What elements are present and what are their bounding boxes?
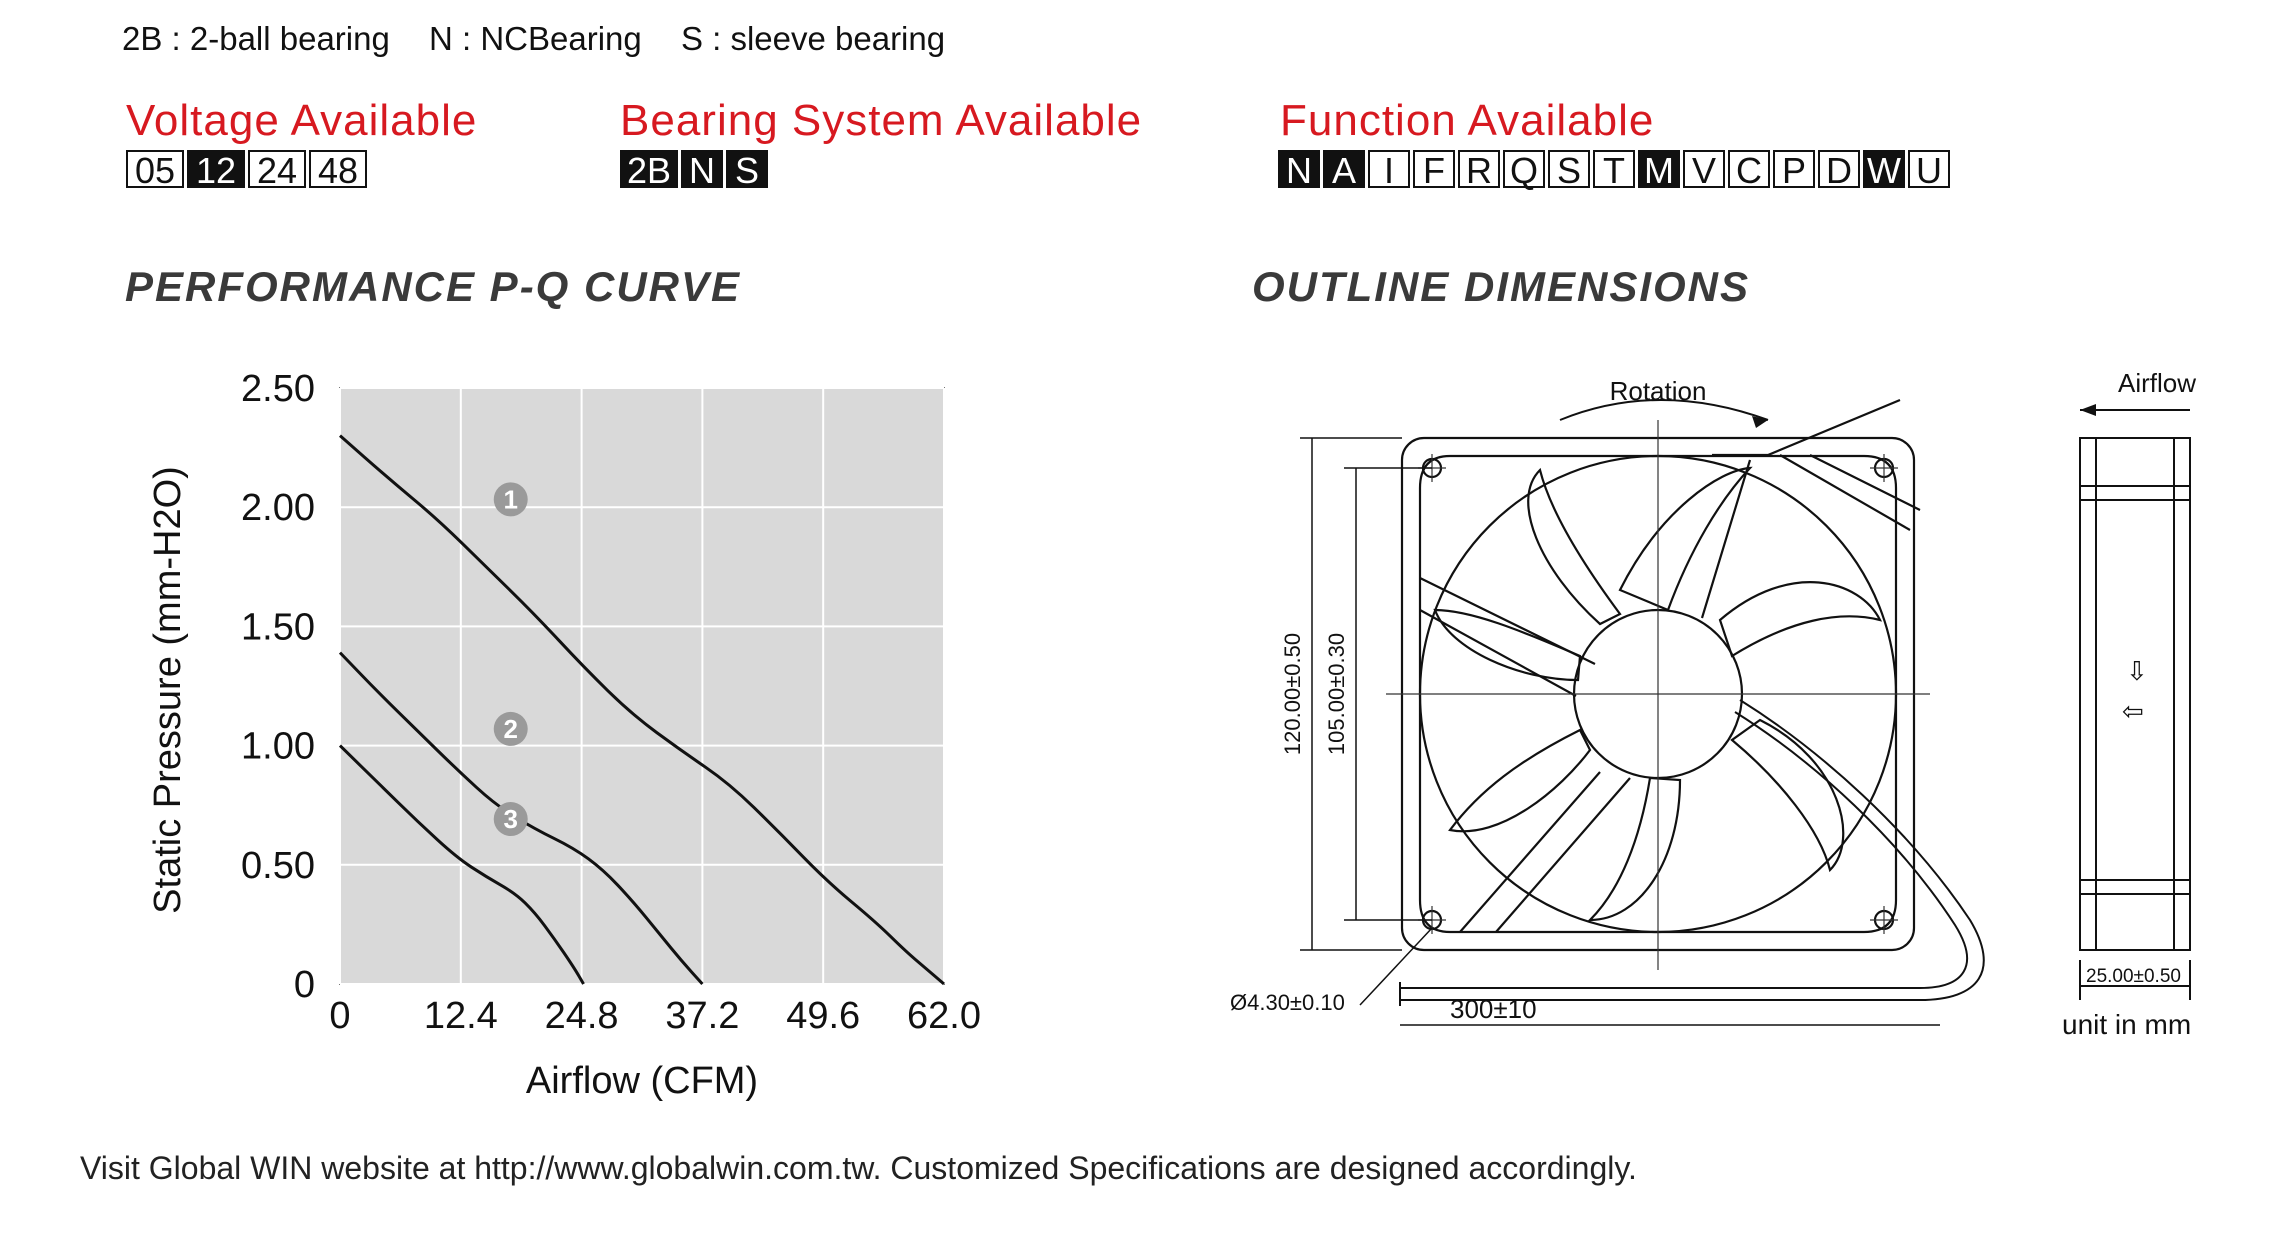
bearing-title: Bearing System Available <box>620 96 1143 145</box>
fan-blade <box>1448 728 1592 833</box>
dim-inner: 105.00±0.30 <box>1324 633 1349 755</box>
side-view <box>2079 437 2191 951</box>
rotation-label: Rotation <box>1610 376 1707 406</box>
svg-text:1: 1 <box>503 484 517 514</box>
function-chip-t: T <box>1593 150 1635 190</box>
dim-depth: 25.00±0.50 <box>2086 966 2181 987</box>
unit-label: unit in mm <box>2062 1009 2191 1040</box>
fan-blade <box>1730 718 1845 873</box>
x-tick-label: 37.2 <box>665 995 739 1037</box>
fan-blade <box>1618 466 1753 612</box>
function-chip-c: C <box>1728 150 1770 190</box>
y-axis-label: Static Pressure (mm-H2O) <box>147 466 189 914</box>
fan-strut <box>1419 577 1596 697</box>
legend-n: N : NCBearing <box>429 20 642 57</box>
dim-outer: 120.00±0.50 <box>1280 633 1305 755</box>
down-arrow-icon: ⇩ <box>2126 656 2148 686</box>
svg-text:2: 2 <box>503 714 517 744</box>
function-chip-q: Q <box>1503 150 1545 190</box>
y-tick-label: 0 <box>294 964 315 1006</box>
svg-text:3: 3 <box>503 804 517 834</box>
pq-curves <box>338 434 945 986</box>
function-chip-d: D <box>1818 150 1860 190</box>
y-tick-labels: 2.50 2.00 1.50 1.00 0.50 0 <box>241 368 315 1006</box>
y-tick-label: 2.50 <box>241 368 315 410</box>
function-chip-i: I <box>1368 150 1410 190</box>
chart-grid <box>339 387 945 985</box>
curve-marker-2: 2 <box>493 711 528 746</box>
x-axis-label: Airflow (CFM) <box>526 1060 758 1102</box>
function-chip-n: N <box>1278 150 1320 190</box>
fan-blade <box>1527 467 1622 626</box>
function-chip-a: A <box>1323 150 1365 190</box>
fan-strut <box>1459 771 1631 933</box>
fan-strut <box>1779 454 1921 531</box>
pq-chart: 2.50 2.00 1.50 1.00 0.50 0 0 12.4 24.8 37.2 49.6 6… <box>147 368 981 1102</box>
curve-marker-3: 3 <box>493 802 528 837</box>
curve-markers: 1 2 3 <box>493 482 528 837</box>
legend-2b: 2B : 2-ball bearing <box>122 20 390 57</box>
voltage-chips: 05 12 24 48 <box>126 150 370 190</box>
x-tick-label: 0 <box>329 995 350 1037</box>
y-tick-label: 1.00 <box>241 726 315 768</box>
x-tick-labels: 0 12.4 24.8 37.2 49.6 62.0 <box>329 995 981 1037</box>
pq-curve-3 <box>338 744 585 985</box>
dim-hole: Ø4.30±0.10 <box>1230 990 1345 1015</box>
x-tick-label: 12.4 <box>424 995 498 1037</box>
curve-marker-1: 1 <box>493 482 528 517</box>
function-chip-s: S <box>1548 150 1590 190</box>
voltage-chip-48: 48 <box>309 150 367 190</box>
fan-blade <box>1433 608 1582 682</box>
outline-drawing: Rotation 120.00±0.50 105.00±0.30 Ø4.30±0… <box>1230 368 2196 1040</box>
pq-section-title: PERFORMANCE P-Q CURVE <box>125 263 742 310</box>
y-tick-label: 2.00 <box>241 487 315 529</box>
function-chip-v: V <box>1683 150 1725 190</box>
voltage-chip-12: 12 <box>187 150 245 190</box>
x-tick-label: 62.0 <box>907 995 981 1037</box>
function-chip-u: U <box>1908 150 1950 190</box>
fan-blade <box>1718 581 1883 658</box>
dim-lead: 300±10 <box>1450 994 1537 1024</box>
function-chip-r: R <box>1458 150 1500 190</box>
voltage-chip-24: 24 <box>248 150 306 190</box>
fan-blade <box>1587 776 1682 922</box>
y-tick-label: 0.50 <box>241 845 315 887</box>
function-chip-w: W <box>1863 150 1905 190</box>
bearing-chip-2b: 2B <box>620 150 678 190</box>
footer-note: Visit Global WIN website at http://www.g… <box>80 1150 1637 1186</box>
plot-area <box>339 387 945 985</box>
function-chip-p: P <box>1773 150 1815 190</box>
function-chip-m: M <box>1638 150 1680 190</box>
bearing-legend: 2B : 2-ball bearing N : NCBearing S : sl… <box>122 20 975 58</box>
function-chip-f: F <box>1413 150 1455 190</box>
function-title: Function Available <box>1280 96 1655 145</box>
x-tick-label: 24.8 <box>545 995 619 1037</box>
y-tick-label: 1.50 <box>241 606 315 648</box>
pq-curve-2 <box>338 651 704 986</box>
airflow-label: Airflow <box>2118 368 2196 398</box>
bearing-chips: 2B N S <box>620 150 771 190</box>
fan-strut <box>1700 398 1901 619</box>
voltage-title: Voltage Available <box>126 96 478 145</box>
voltage-chip-05: 05 <box>126 150 184 190</box>
outline-section-title: OUTLINE DIMENSIONS <box>1252 263 1751 310</box>
pq-curve-1 <box>339 434 945 986</box>
left-arrow-icon: ⇦ <box>2122 696 2144 726</box>
x-tick-label: 49.6 <box>786 995 860 1037</box>
lead-wire <box>1400 699 1985 1001</box>
bearing-chip-s: S <box>726 150 768 190</box>
bearing-chip-n: N <box>681 150 723 190</box>
legend-s: S : sleeve bearing <box>680 20 946 57</box>
lead-wire <box>1400 711 1968 989</box>
